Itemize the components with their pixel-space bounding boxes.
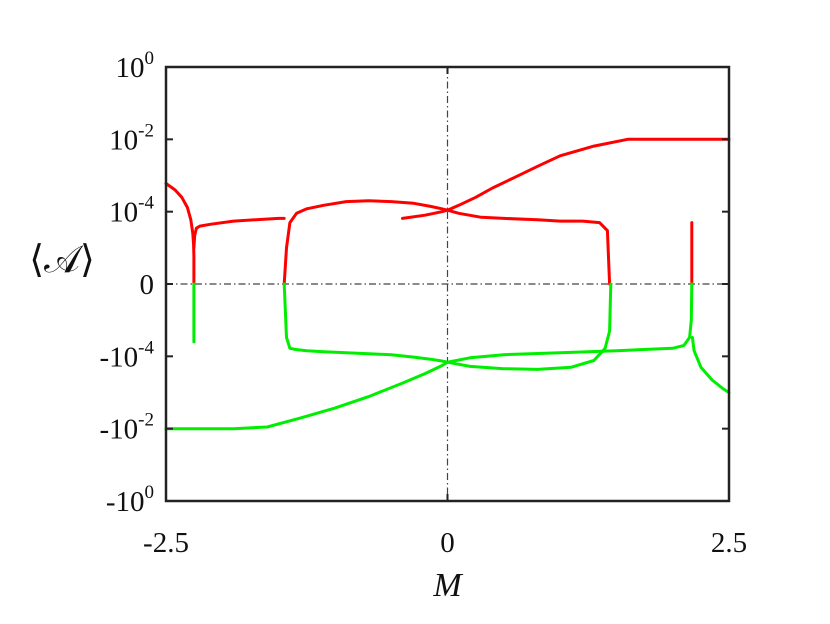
y-tick-label-base: 10 — [109, 197, 138, 229]
y-tick-label-exponent: 0 — [145, 48, 155, 69]
y-tick-label-base: 10 — [109, 124, 138, 156]
series-1-curve-3 — [282, 199, 612, 286]
y-tick-label: -10-4 — [100, 337, 155, 373]
x-tick-label: 0 — [440, 527, 455, 559]
y-tick-label-base: -10 — [100, 341, 139, 373]
x-tick-label: -2.5 — [143, 527, 189, 559]
x-axis-ticks: -2.5 0 2.5 — [143, 67, 747, 559]
series-1-curve-2 — [192, 216, 286, 250]
y-tick-label-exponent: 0 — [145, 482, 155, 503]
y-tick-label-exponent: -2 — [138, 410, 154, 431]
series-2-curve-3 — [164, 282, 694, 431]
y-tick-label-exponent: -4 — [138, 337, 154, 358]
y-tick-label: 0 — [140, 269, 155, 301]
y-tick-label-base: -10 — [100, 414, 139, 446]
y-tick-label-base: 0 — [140, 269, 155, 301]
y-tick-label: -100 — [106, 482, 154, 518]
y-tick-label: 10-4 — [109, 193, 154, 229]
y-axis-title: ⟨𝒜⟩ — [29, 239, 95, 281]
y-tick-label: 100 — [116, 48, 155, 84]
y-tick-label-exponent: -2 — [138, 120, 154, 141]
series-layer — [164, 137, 731, 431]
series-1-curve-1 — [164, 182, 196, 286]
y-tick-label-base: -10 — [106, 486, 145, 518]
series-2-curve-4 — [690, 335, 731, 394]
x-axis-title: M — [432, 567, 463, 604]
y-tick-label: 10-2 — [109, 120, 154, 156]
reference-lines — [166, 67, 729, 501]
x-tick-label: 2.5 — [711, 527, 747, 559]
y-tick-label-base: 10 — [116, 52, 145, 84]
series-1-curve-4 — [401, 137, 731, 220]
y-tick-label-exponent: -4 — [138, 193, 154, 214]
y-tick-label: -10-2 — [100, 410, 155, 446]
series-2-curve-2 — [282, 282, 613, 371]
